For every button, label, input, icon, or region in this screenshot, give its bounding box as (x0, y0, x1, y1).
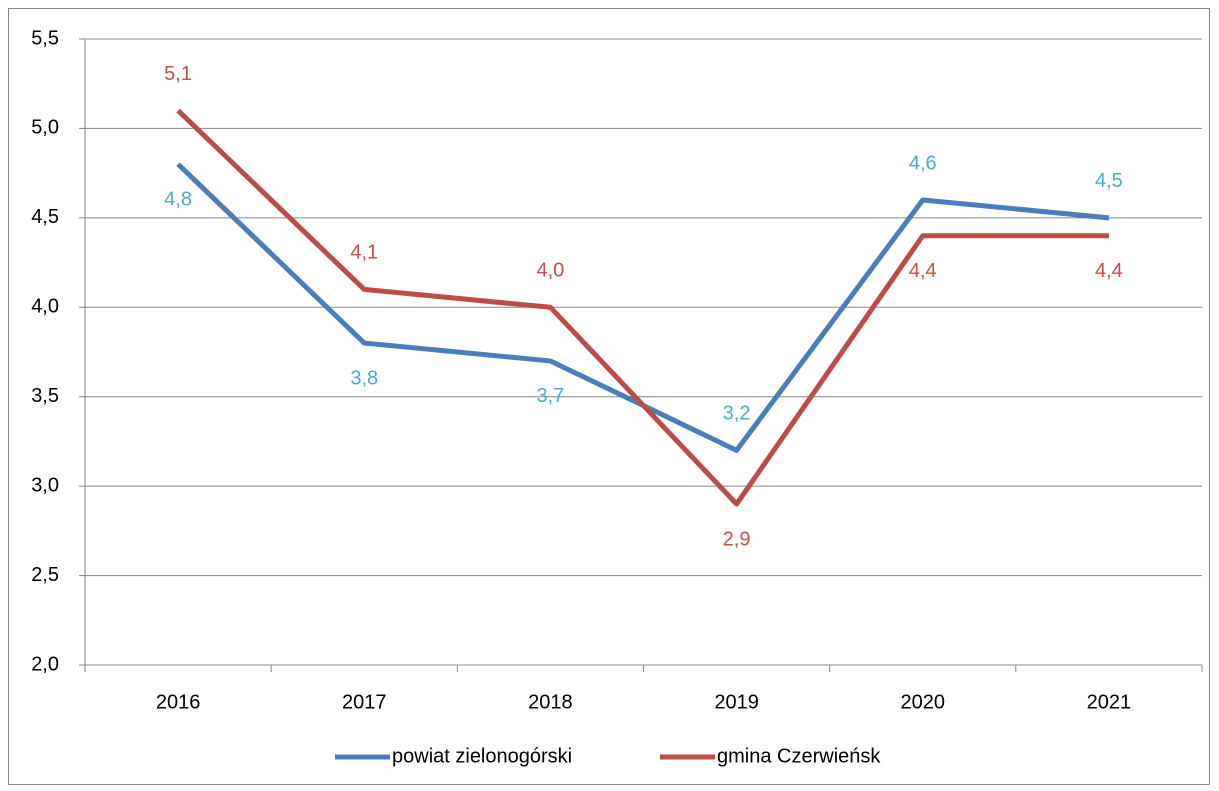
y-tick-label: 2,5 (31, 564, 59, 586)
data-label: 4,0 (537, 260, 565, 282)
line-series (176, 108, 1109, 507)
data-label: 4,8 (164, 188, 192, 210)
data-label: 3,7 (537, 385, 565, 407)
y-tick-label: 2,0 (31, 653, 59, 675)
y-tick-label: 5,5 (31, 27, 59, 49)
x-tick-label: 2017 (342, 691, 387, 713)
y-tick-label: 3,5 (31, 385, 59, 407)
data-label: 3,2 (723, 403, 751, 425)
y-tick-label: 5,0 (31, 117, 59, 139)
data-label: 2,9 (723, 528, 751, 550)
data-label: 4,4 (1095, 260, 1123, 282)
data-label: 4,6 (909, 152, 937, 174)
y-tick-label: 4,0 (31, 296, 59, 318)
data-label: 5,1 (164, 63, 192, 85)
x-tick-label: 2020 (901, 691, 946, 713)
y-tick-label: 3,0 (31, 474, 59, 496)
x-tick-label: 2016 (156, 691, 201, 713)
data-label: 3,8 (350, 367, 378, 389)
legend-label: gmina Czerwieńsk (717, 745, 881, 767)
legend-label: powiat zielonogórski (392, 745, 572, 767)
x-tick-label: 2019 (714, 691, 759, 713)
x-tick-label: 2021 (1087, 691, 1132, 713)
x-tick-label: 2018 (528, 691, 573, 713)
y-tick-label: 4,5 (31, 206, 59, 228)
data-label: 4,5 (1095, 170, 1123, 192)
data-label: 4,1 (350, 242, 378, 264)
data-label: 4,4 (909, 260, 937, 282)
